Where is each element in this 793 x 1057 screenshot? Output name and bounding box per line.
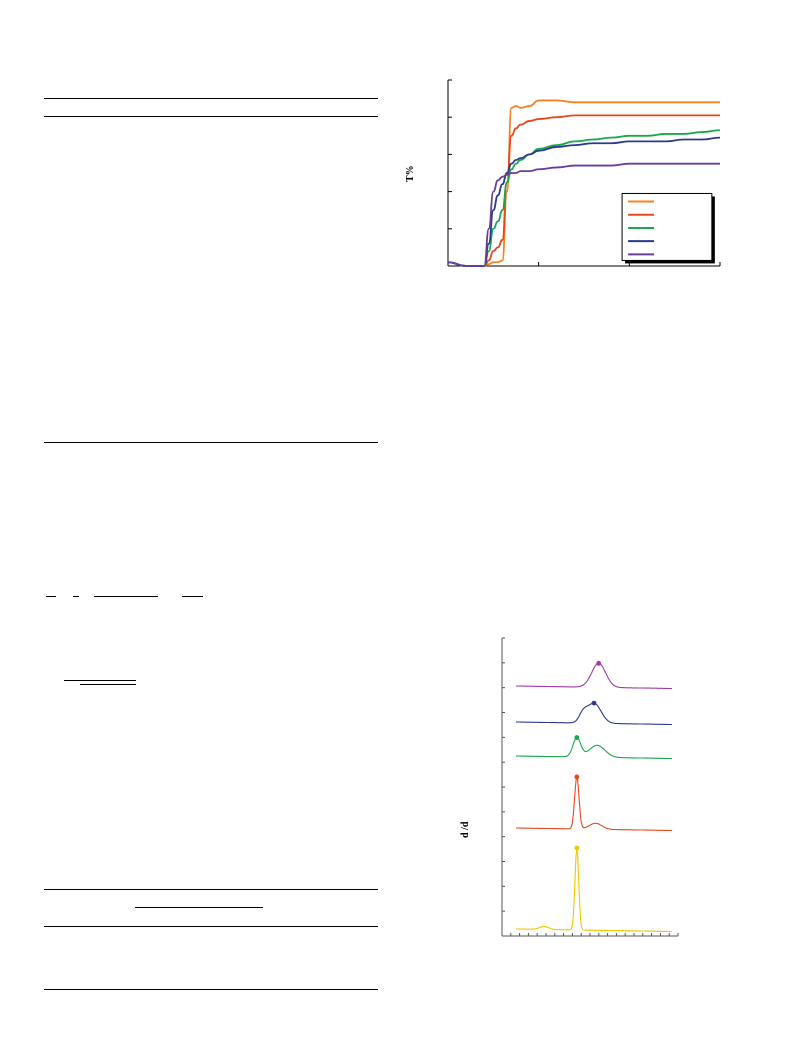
chart1-series-line-5 [447, 162, 720, 267]
chart2-series-line-1 [516, 662, 672, 690]
table2-subheader-rule [135, 907, 263, 908]
chart1-plot [447, 79, 721, 267]
chart2-peak-marker-2 [591, 700, 597, 706]
equation1-fraction-bar-c [94, 596, 158, 597]
chart2-peak-marker-3 [574, 735, 580, 740]
chart1-series-line-1 [447, 99, 720, 267]
chart1-series-line-2 [447, 114, 720, 267]
table2-bottom-rule [44, 989, 378, 990]
equation1-fraction-bar-b [73, 596, 79, 597]
equation2-fraction-bar-b [80, 684, 136, 685]
chart2-series-line-2 [516, 702, 672, 726]
table1-bottom-rule [44, 442, 378, 443]
equation1-fraction-bar-d [182, 596, 203, 597]
chart2-plot [501, 637, 679, 937]
table2-top-rule [44, 889, 378, 890]
chart2-peak-marker-4 [574, 774, 580, 780]
chart1-legend [621, 192, 713, 261]
table1-top-rule [44, 98, 378, 99]
equation1-fraction-bar-a [46, 596, 56, 597]
chart1-series-line-4 [447, 136, 721, 267]
chart2-ylabel: d /d [460, 821, 471, 838]
chart2-series-line-4 [516, 776, 672, 832]
chart2-peak-marker-1 [596, 660, 602, 666]
table1-header-rule [44, 116, 378, 117]
chart2-series-line-5 [516, 847, 672, 933]
equation2-fraction-bar-a [64, 680, 136, 681]
chart2-peak-marker-5 [574, 845, 580, 851]
table2-header-rule [44, 926, 378, 927]
chart1-ylabel: T% [405, 165, 416, 182]
chart2-series-line-3 [516, 737, 672, 760]
